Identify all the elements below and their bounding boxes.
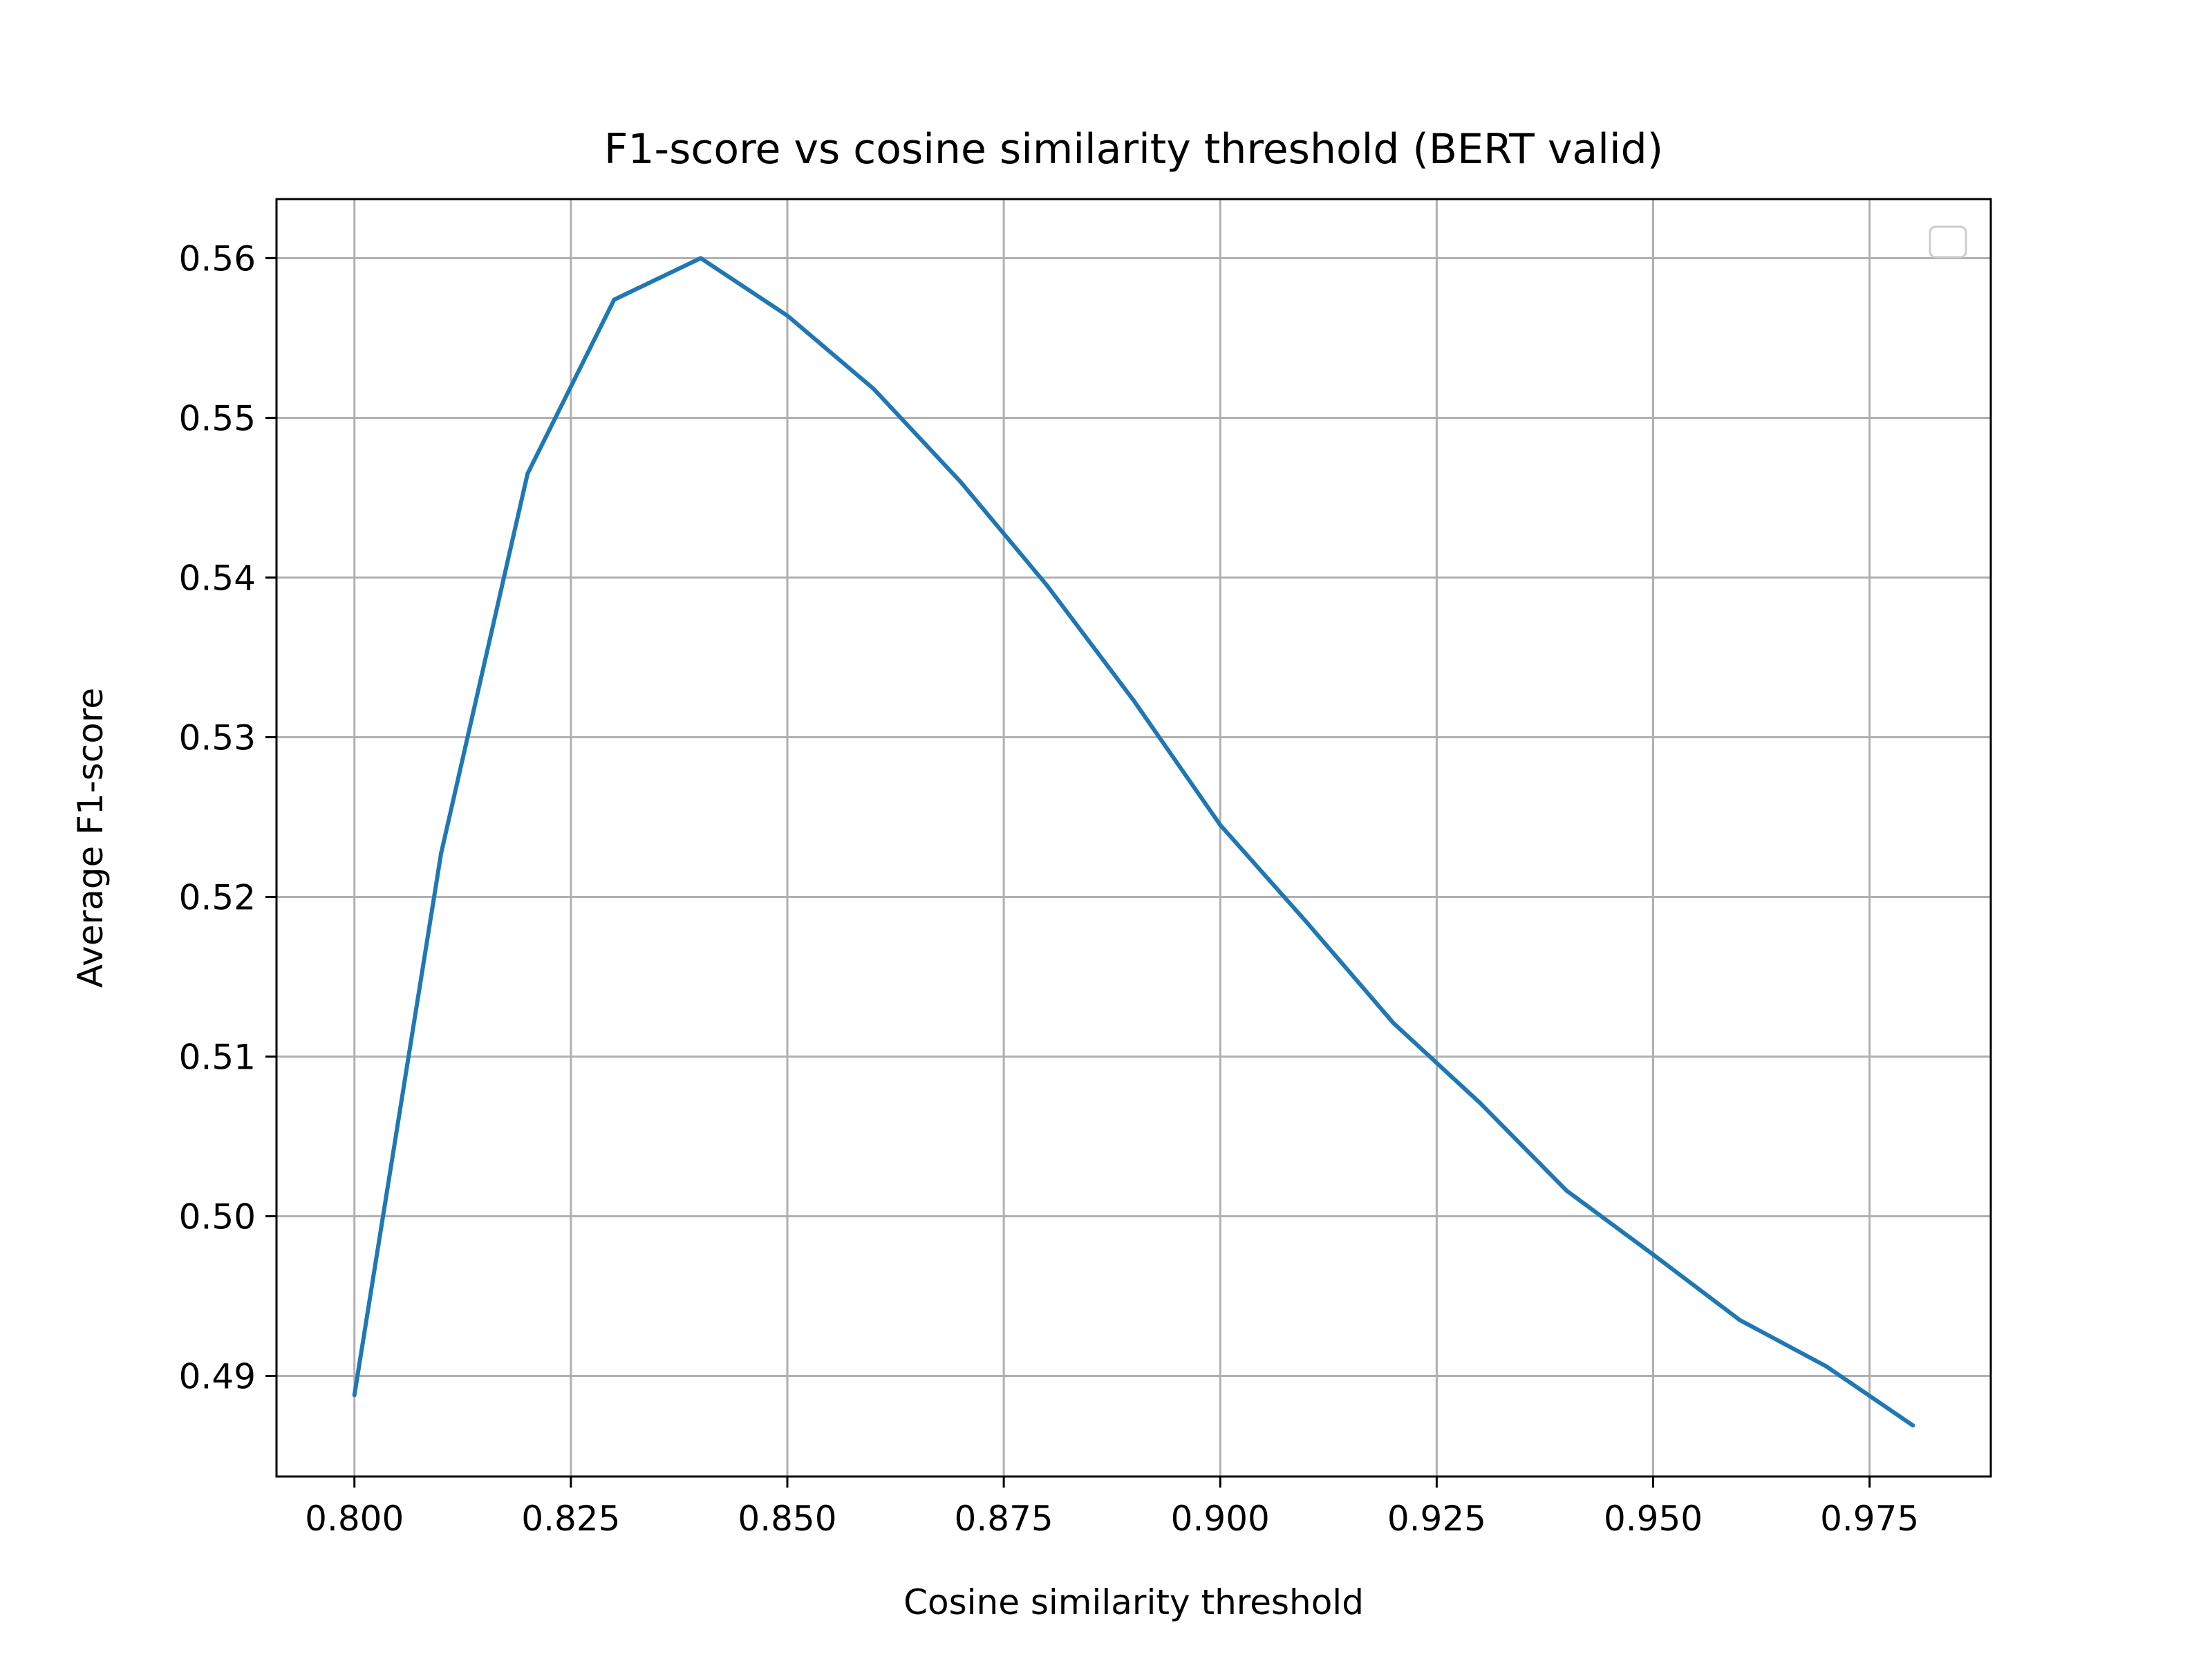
x-tick-label: 0.825 [521, 1499, 620, 1539]
data-point [958, 479, 963, 484]
data-point [612, 297, 617, 302]
x-tick-label: 0.950 [1604, 1499, 1703, 1539]
data-point [1564, 1188, 1569, 1193]
y-tick-label: 0.56 [179, 238, 256, 279]
x-tick-label: 0.850 [738, 1499, 836, 1539]
data-point [698, 256, 703, 261]
data-point [525, 471, 530, 476]
series-layer [352, 256, 1915, 1428]
data-point [352, 1393, 357, 1398]
chart-title: F1-score vs cosine similarity threshold … [604, 125, 1663, 174]
data-point [1737, 1318, 1742, 1322]
plot-area [276, 199, 1991, 1477]
x-tick-label: 0.875 [955, 1499, 1053, 1539]
grid [276, 199, 1991, 1477]
data-point [439, 852, 443, 856]
x-tick-label: 0.900 [1171, 1499, 1270, 1539]
data-point [1132, 698, 1136, 703]
data-point [1304, 920, 1309, 925]
x-tick-label: 0.800 [305, 1499, 404, 1539]
data-point [1824, 1364, 1828, 1369]
y-tick-label: 0.51 [179, 1037, 256, 1077]
y-tick-label: 0.55 [179, 398, 256, 438]
x-tick-label: 0.975 [1820, 1499, 1919, 1539]
data-point [1478, 1100, 1482, 1105]
ticks: 0.800 0.825 0.850 0.875 0.900 0.925 0.950 0.975… [179, 238, 1920, 1539]
y-tick-label: 0.49 [179, 1356, 256, 1396]
plot-frame [275, 198, 1992, 1478]
x-axis-label: Cosine similarity threshold [903, 1582, 1364, 1622]
data-point [872, 386, 877, 391]
data-point [1651, 1252, 1656, 1257]
y-tick-label: 0.52 [179, 877, 256, 917]
data-point [1911, 1423, 1915, 1428]
y-tick-label: 0.50 [179, 1197, 256, 1237]
data-point [785, 313, 789, 318]
y-tick-label: 0.53 [179, 718, 256, 758]
data-point [1218, 823, 1223, 827]
data-point [1044, 583, 1049, 588]
y-axis-label: Average F1-score [71, 688, 111, 988]
data-point [1391, 1021, 1396, 1025]
y-tick-label: 0.54 [179, 558, 256, 598]
legend-box [1929, 225, 1967, 259]
x-tick-label: 0.925 [1387, 1499, 1486, 1539]
